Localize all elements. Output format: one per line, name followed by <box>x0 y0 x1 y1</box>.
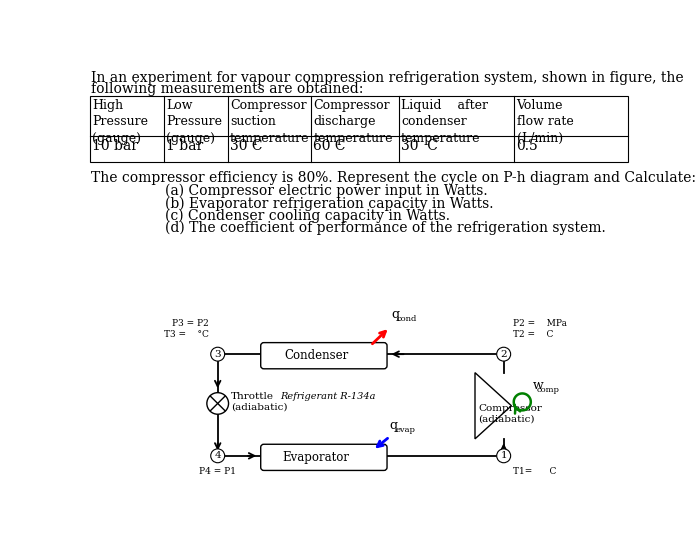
Polygon shape <box>475 373 512 439</box>
Bar <box>90 96 628 162</box>
Text: comp: comp <box>537 386 560 394</box>
Circle shape <box>497 347 511 361</box>
Text: Throttle
(adiabatic): Throttle (adiabatic) <box>231 392 288 412</box>
Circle shape <box>211 347 225 361</box>
Text: q: q <box>390 419 398 432</box>
Text: P2 =    MPa
T2 =    C: P2 = MPa T2 = C <box>513 319 567 339</box>
Text: 30  C: 30 C <box>401 140 438 153</box>
Text: Compressor
suction
temperature: Compressor suction temperature <box>230 99 309 145</box>
Text: evap: evap <box>395 426 415 434</box>
FancyBboxPatch shape <box>260 444 387 470</box>
FancyBboxPatch shape <box>260 343 387 369</box>
Text: Refrigerant R-134a: Refrigerant R-134a <box>280 392 375 401</box>
Text: The compressor efficiency is 80%. Represent the cycle on P-h diagram and Calcula: The compressor efficiency is 80%. Repres… <box>92 171 696 185</box>
Text: 1 bar: 1 bar <box>167 140 204 153</box>
Text: High
Pressure
(gauge): High Pressure (gauge) <box>92 99 148 145</box>
Circle shape <box>497 449 511 463</box>
Text: following measurements are obtained:: following measurements are obtained: <box>92 81 364 95</box>
Text: 4: 4 <box>214 451 221 460</box>
Text: Condenser: Condenser <box>284 349 349 362</box>
Text: Evaporator: Evaporator <box>283 451 349 464</box>
Circle shape <box>207 393 228 414</box>
Text: 2: 2 <box>500 350 507 359</box>
Text: q: q <box>391 308 400 321</box>
Text: Compressor
(adiabatic): Compressor (adiabatic) <box>478 404 542 423</box>
Text: cond: cond <box>397 315 417 324</box>
Text: 10 bar: 10 bar <box>92 140 138 153</box>
Text: (a) Compressor electric power input in Watts.: (a) Compressor electric power input in W… <box>165 184 488 199</box>
Text: Liquid    after
condenser
temperature: Liquid after condenser temperature <box>401 99 488 145</box>
Text: (c) Condenser cooling capacity in Watts.: (c) Condenser cooling capacity in Watts. <box>165 209 450 223</box>
Text: P3 = P2
T3 =    °C: P3 = P2 T3 = °C <box>164 319 209 339</box>
Text: (d) The coefficient of performance of the refrigeration system.: (d) The coefficient of performance of th… <box>165 221 606 235</box>
Text: 0.5: 0.5 <box>517 140 538 153</box>
Text: Compressor
discharge
temperature: Compressor discharge temperature <box>313 99 393 145</box>
Text: w: w <box>533 379 543 392</box>
Text: 3: 3 <box>214 350 221 359</box>
Text: 1: 1 <box>500 451 507 460</box>
Text: (b) Evaporator refrigeration capacity in Watts.: (b) Evaporator refrigeration capacity in… <box>165 196 493 211</box>
Circle shape <box>211 449 225 463</box>
Text: T1=      C: T1= C <box>513 466 557 475</box>
Text: 60 C: 60 C <box>313 140 346 153</box>
Text: 30 C: 30 C <box>230 140 262 153</box>
Text: Volume
flow rate
(L/min): Volume flow rate (L/min) <box>517 99 573 145</box>
Text: Low
Pressure
(gauge): Low Pressure (gauge) <box>167 99 223 145</box>
Text: In an experiment for vapour compression refrigeration system, shown in figure, t: In an experiment for vapour compression … <box>92 71 684 85</box>
Text: P4 = P1: P4 = P1 <box>199 466 236 475</box>
